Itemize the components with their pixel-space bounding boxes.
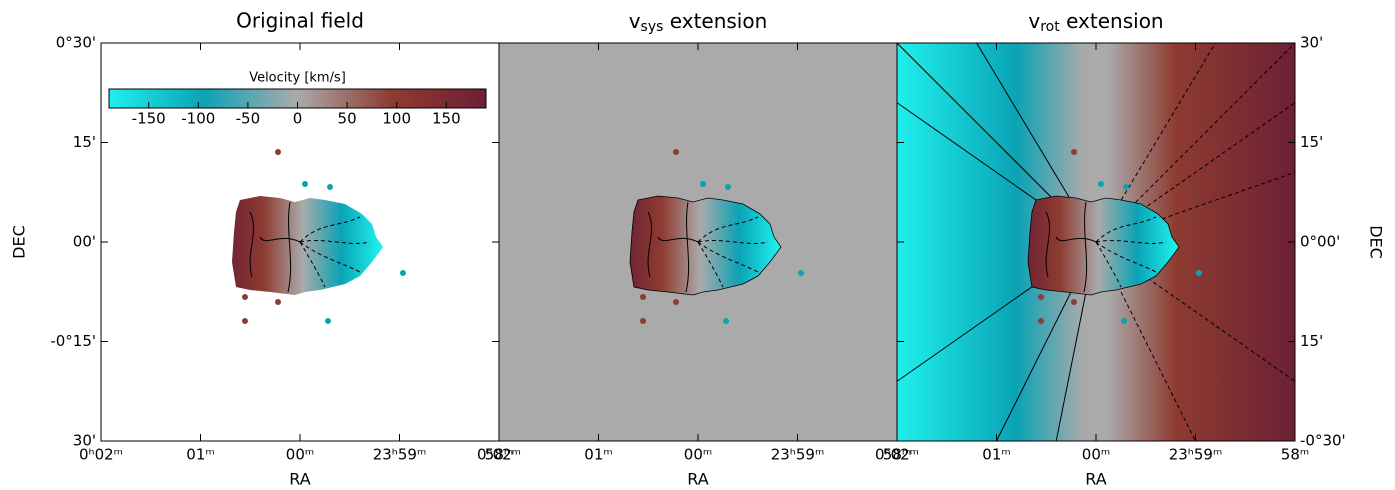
x-tick-label: 58ᵐ bbox=[485, 446, 513, 464]
velocity-field bbox=[327, 184, 333, 190]
velocity-field bbox=[673, 149, 679, 155]
y-tick-label: 15' bbox=[1300, 133, 1323, 151]
panel-title: Original field bbox=[236, 9, 364, 33]
panel-title: vrot extension bbox=[1028, 9, 1163, 36]
title-part: rot bbox=[1040, 19, 1060, 35]
velocity-field bbox=[798, 270, 804, 276]
colorbar-tick-label: -100 bbox=[181, 110, 215, 128]
velocity-field bbox=[1196, 270, 1202, 276]
velocity-field bbox=[1038, 318, 1044, 324]
velocity-field bbox=[1038, 294, 1044, 300]
x-tick-label: 0ʰ02ᵐ bbox=[477, 446, 521, 464]
velocity-field bbox=[723, 318, 729, 324]
x-axis-label: RA bbox=[1085, 470, 1106, 489]
y-tick-label: 30' bbox=[1300, 34, 1323, 52]
title-part: extension bbox=[1060, 9, 1164, 33]
x-tick-label: 58ᵐ bbox=[883, 446, 911, 464]
velocity-field bbox=[725, 184, 731, 190]
colorbar-tick-label: 50 bbox=[338, 110, 357, 128]
contour bbox=[287, 201, 292, 293]
y-tick-label: 0°00' bbox=[1300, 233, 1340, 251]
colorbar-tick-label: -150 bbox=[132, 110, 166, 128]
colorbar-tick-label: -50 bbox=[236, 110, 261, 128]
velocity-field bbox=[275, 149, 281, 155]
y-tick-label: -0°15' bbox=[50, 332, 96, 350]
x-tick-label: 00ᵐ bbox=[684, 446, 712, 464]
x-tick-label: 23ʰ59ᵐ bbox=[373, 446, 427, 464]
velocity-field bbox=[1071, 299, 1077, 305]
velocity-field bbox=[1121, 318, 1127, 324]
field bbox=[499, 43, 897, 441]
panel-title: vsys extension bbox=[629, 9, 768, 36]
y-tick-label: 30' bbox=[73, 432, 96, 450]
velocity-field bbox=[325, 318, 331, 324]
y-tick-label: 15' bbox=[1300, 332, 1323, 350]
contour bbox=[299, 240, 371, 244]
x-tick-label: 23ʰ59ᵐ bbox=[1169, 446, 1223, 464]
field bbox=[232, 149, 406, 324]
title-part: sys bbox=[641, 19, 664, 35]
contour bbox=[657, 236, 699, 243]
x-tick-label: 01ᵐ bbox=[982, 446, 1010, 464]
velocity-field bbox=[640, 294, 646, 300]
y-axis-label: DEC bbox=[10, 225, 29, 259]
x-tick-label: 0ʰ02ᵐ bbox=[79, 446, 123, 464]
contour bbox=[647, 211, 652, 278]
colorbar-label: Velocity [km/s] bbox=[249, 71, 346, 86]
velocity-field bbox=[700, 181, 706, 187]
title-part: v bbox=[629, 9, 641, 33]
y-axis-label: DEC bbox=[1367, 225, 1386, 259]
title-part: v bbox=[1028, 9, 1040, 33]
contour bbox=[697, 216, 759, 243]
contour bbox=[259, 236, 301, 243]
y-tick-label: 0°30' bbox=[56, 34, 96, 52]
contour bbox=[1095, 43, 1295, 243]
x-axis-label: RA bbox=[289, 470, 310, 489]
y-tick-label: 15' bbox=[73, 133, 96, 151]
colorbar-tick-label: 0 bbox=[293, 110, 303, 128]
contour bbox=[1095, 240, 1167, 244]
contour bbox=[1045, 211, 1050, 278]
contour bbox=[1055, 236, 1097, 243]
velocity-field bbox=[302, 181, 308, 187]
x-axis-label: RA bbox=[687, 470, 708, 489]
contour bbox=[697, 240, 769, 244]
y-tick-label: 00' bbox=[73, 233, 96, 251]
velocity-field bbox=[1027, 195, 1180, 296]
x-tick-label: 01ᵐ bbox=[186, 446, 214, 464]
velocity-field bbox=[1098, 181, 1104, 187]
velocity-field bbox=[275, 299, 281, 305]
x-tick-label: 0ʰ02ᵐ bbox=[875, 446, 919, 464]
contour bbox=[1083, 201, 1088, 293]
velocity-field bbox=[232, 196, 383, 295]
contour bbox=[299, 216, 361, 243]
y-tick-label: -0°30' bbox=[1300, 432, 1346, 450]
velocity-field bbox=[242, 294, 248, 300]
colorbar-tick-label: 150 bbox=[432, 110, 461, 128]
contour bbox=[249, 211, 254, 278]
x-tick-label: 00ᵐ bbox=[286, 446, 314, 464]
contour bbox=[1095, 216, 1157, 243]
contour bbox=[685, 201, 690, 293]
velocity-field bbox=[640, 318, 646, 324]
velocity-field bbox=[1071, 149, 1077, 155]
x-tick-label: 23ʰ59ᵐ bbox=[771, 446, 825, 464]
x-tick-label: 58ᵐ bbox=[1281, 446, 1309, 464]
colorbar-tick-label: 100 bbox=[382, 110, 411, 128]
velocity-field bbox=[629, 195, 782, 296]
velocity-field bbox=[1123, 184, 1129, 190]
velocity-field bbox=[242, 318, 248, 324]
x-tick-label: 01ᵐ bbox=[584, 446, 612, 464]
field bbox=[897, 43, 1295, 441]
x-tick-label: 00ᵐ bbox=[1082, 446, 1110, 464]
velocity-field bbox=[673, 299, 679, 305]
velocity-field bbox=[400, 270, 406, 276]
title-part: extension bbox=[663, 9, 767, 33]
